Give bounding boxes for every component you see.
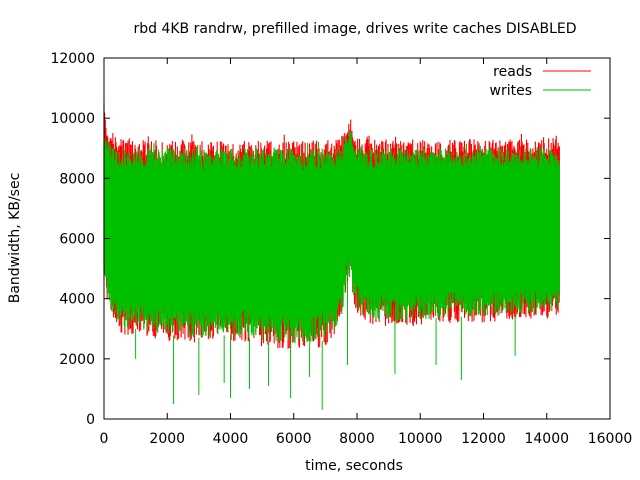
x-tick-label-5: 10000: [398, 431, 443, 447]
y-tick-label-1: 2000: [59, 352, 95, 368]
x-tick-label-0: 0: [100, 431, 109, 447]
chart-marks: [103, 103, 560, 410]
y-axis-label: Bandwidth, KB/sec: [7, 173, 23, 304]
legend-label-reads: reads: [493, 64, 532, 80]
y-tick-label-0: 0: [86, 412, 95, 428]
legend-label-writes: writes: [490, 83, 533, 99]
legend: reads writes: [490, 64, 591, 99]
y-tick-label-3: 6000: [59, 232, 95, 248]
y-tick-label-5: 10000: [50, 111, 95, 127]
chart-title: rbd 4KB randrw, prefilled image, drives …: [133, 21, 576, 37]
x-axis-label: time, seconds: [305, 458, 403, 474]
x-axis: 0 2000 4000 6000 8000 10000 12000 14000 16000: [100, 58, 633, 447]
x-tick-label-3: 6000: [276, 431, 312, 447]
y-tick-label-2: 4000: [59, 292, 95, 308]
x-tick-label-8: 16000: [588, 431, 633, 447]
y-tick-label-6: 12000: [50, 51, 95, 67]
y-axis: 0 2000 4000 6000 8000 10000 12000: [50, 51, 610, 428]
x-tick-label-2: 4000: [213, 431, 249, 447]
x-tick-label-1: 2000: [149, 431, 185, 447]
x-tick-label-4: 8000: [339, 431, 375, 447]
x-tick-label-7: 14000: [524, 431, 569, 447]
y-tick-label-4: 8000: [59, 171, 95, 187]
series-writes: [103, 131, 560, 410]
x-tick-label-6: 12000: [461, 431, 506, 447]
